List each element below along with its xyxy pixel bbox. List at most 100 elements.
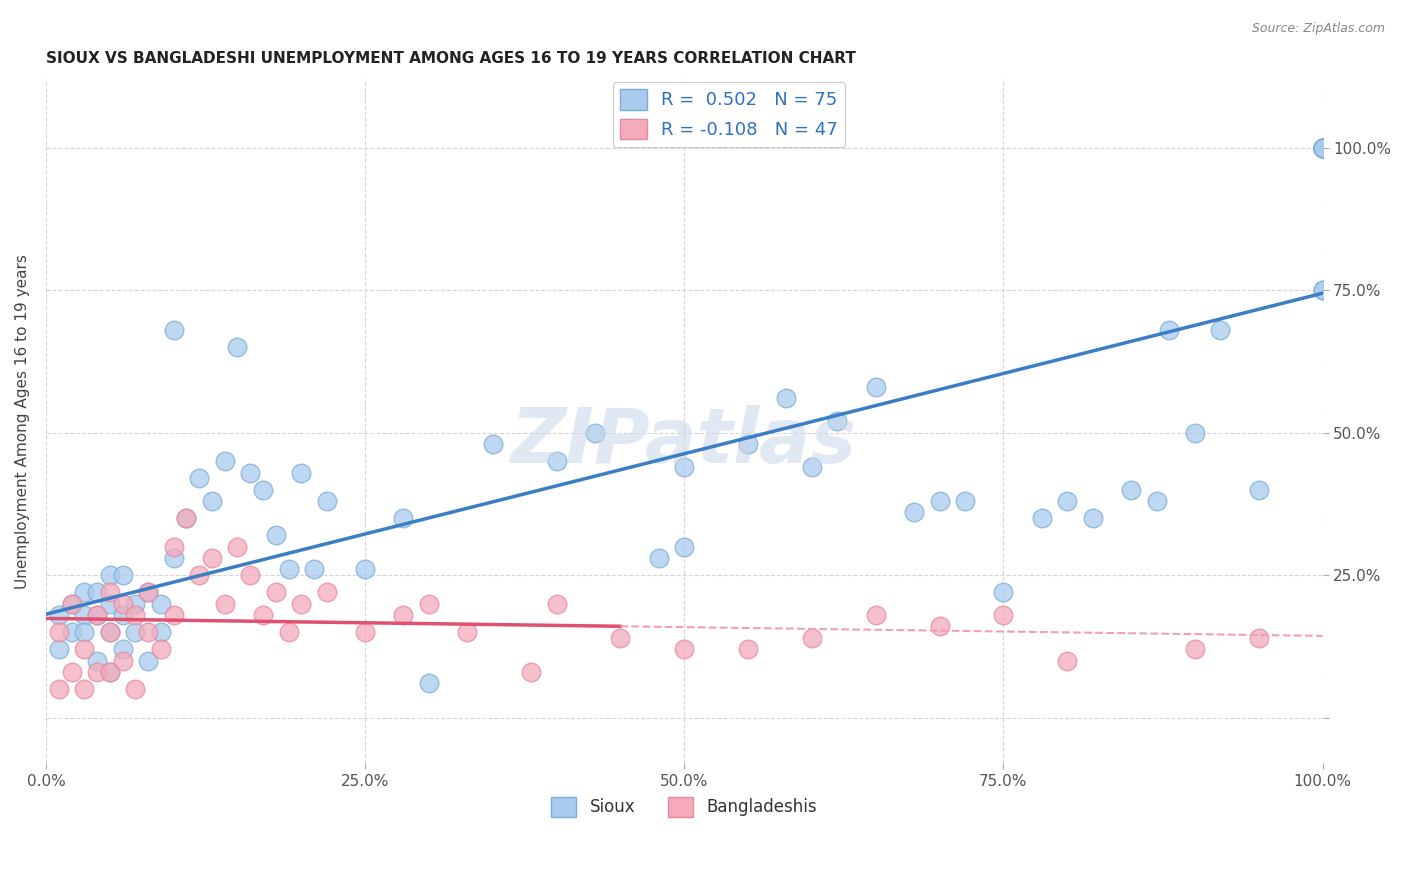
Point bbox=[98, 625, 121, 640]
Point bbox=[73, 607, 96, 622]
Point bbox=[136, 585, 159, 599]
Point bbox=[201, 494, 224, 508]
Point bbox=[73, 642, 96, 657]
Point bbox=[1056, 494, 1078, 508]
Point bbox=[98, 568, 121, 582]
Point bbox=[1209, 323, 1232, 337]
Point bbox=[775, 392, 797, 406]
Point bbox=[48, 681, 70, 696]
Point bbox=[1312, 141, 1334, 155]
Point bbox=[277, 625, 299, 640]
Point bbox=[673, 642, 696, 657]
Point bbox=[73, 625, 96, 640]
Point bbox=[124, 607, 146, 622]
Point bbox=[609, 631, 631, 645]
Text: Source: ZipAtlas.com: Source: ZipAtlas.com bbox=[1251, 22, 1385, 36]
Point bbox=[418, 676, 440, 690]
Point bbox=[800, 459, 823, 474]
Point bbox=[136, 585, 159, 599]
Point bbox=[86, 654, 108, 668]
Point bbox=[60, 597, 83, 611]
Point bbox=[136, 625, 159, 640]
Point bbox=[149, 625, 172, 640]
Point bbox=[98, 665, 121, 679]
Point bbox=[264, 585, 287, 599]
Point bbox=[176, 511, 198, 525]
Point bbox=[827, 414, 849, 428]
Point bbox=[1159, 323, 1181, 337]
Point bbox=[214, 597, 236, 611]
Point bbox=[252, 483, 274, 497]
Point bbox=[1031, 511, 1053, 525]
Point bbox=[176, 511, 198, 525]
Point bbox=[1312, 141, 1334, 155]
Point bbox=[252, 607, 274, 622]
Point bbox=[111, 654, 134, 668]
Legend: Sioux, Bangladeshis: Sioux, Bangladeshis bbox=[544, 790, 824, 823]
Point bbox=[418, 597, 440, 611]
Point bbox=[1081, 511, 1104, 525]
Point bbox=[392, 511, 415, 525]
Point bbox=[98, 625, 121, 640]
Point bbox=[111, 568, 134, 582]
Point bbox=[1184, 425, 1206, 440]
Point bbox=[111, 607, 134, 622]
Point bbox=[111, 642, 134, 657]
Point bbox=[673, 540, 696, 554]
Point bbox=[48, 642, 70, 657]
Point bbox=[162, 323, 184, 337]
Point bbox=[60, 665, 83, 679]
Point bbox=[48, 607, 70, 622]
Point bbox=[162, 551, 184, 566]
Point bbox=[928, 619, 950, 633]
Point bbox=[98, 665, 121, 679]
Point bbox=[124, 597, 146, 611]
Point bbox=[1056, 654, 1078, 668]
Point bbox=[354, 562, 377, 576]
Point bbox=[1312, 283, 1334, 297]
Point bbox=[1312, 141, 1334, 155]
Point bbox=[188, 471, 211, 485]
Text: ZIPatlas: ZIPatlas bbox=[512, 405, 858, 479]
Y-axis label: Unemployment Among Ages 16 to 19 years: Unemployment Among Ages 16 to 19 years bbox=[15, 254, 30, 589]
Point bbox=[162, 607, 184, 622]
Point bbox=[354, 625, 377, 640]
Point bbox=[149, 597, 172, 611]
Point bbox=[73, 585, 96, 599]
Point bbox=[226, 540, 249, 554]
Point bbox=[136, 654, 159, 668]
Point bbox=[86, 607, 108, 622]
Point bbox=[124, 625, 146, 640]
Point bbox=[583, 425, 606, 440]
Point bbox=[111, 597, 134, 611]
Point bbox=[1312, 141, 1334, 155]
Point bbox=[60, 625, 83, 640]
Point bbox=[546, 597, 568, 611]
Point bbox=[392, 607, 415, 622]
Point bbox=[993, 585, 1015, 599]
Point bbox=[1184, 642, 1206, 657]
Point bbox=[1247, 631, 1270, 645]
Point bbox=[903, 505, 925, 519]
Point bbox=[239, 568, 262, 582]
Point bbox=[993, 607, 1015, 622]
Point bbox=[520, 665, 543, 679]
Point bbox=[1312, 141, 1334, 155]
Point bbox=[86, 607, 108, 622]
Point bbox=[315, 494, 337, 508]
Point bbox=[98, 585, 121, 599]
Point bbox=[481, 437, 503, 451]
Point bbox=[953, 494, 976, 508]
Point bbox=[86, 585, 108, 599]
Point bbox=[98, 597, 121, 611]
Point bbox=[214, 454, 236, 468]
Point bbox=[1146, 494, 1168, 508]
Point bbox=[737, 642, 759, 657]
Point bbox=[149, 642, 172, 657]
Point bbox=[302, 562, 325, 576]
Point bbox=[648, 551, 671, 566]
Point bbox=[928, 494, 950, 508]
Text: SIOUX VS BANGLADESHI UNEMPLOYMENT AMONG AGES 16 TO 19 YEARS CORRELATION CHART: SIOUX VS BANGLADESHI UNEMPLOYMENT AMONG … bbox=[46, 51, 856, 66]
Point bbox=[737, 437, 759, 451]
Point bbox=[290, 597, 312, 611]
